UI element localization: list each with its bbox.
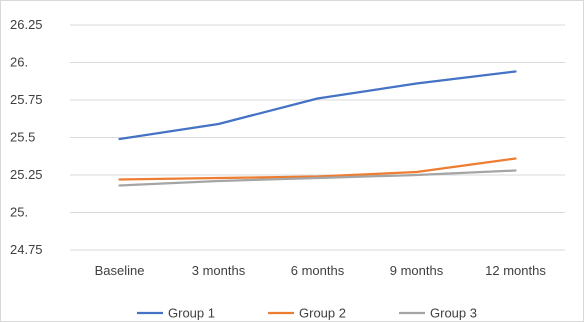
legend-label: Group 2 [299,306,346,321]
series-line-3 [118,169,517,187]
x-tick-label: 12 months [485,263,546,278]
legend-item-2: Group 2 [268,306,346,321]
y-axis-ticks: 26.25 26. 25.75 25.5 25.25 25. 24.75 [10,17,43,257]
legend-label: Group 1 [168,306,215,321]
x-axis-ticks: Baseline 3 months 6 months 9 months 12 month… [95,263,547,278]
series-line-2 [118,157,517,181]
x-tick-label: 6 months [291,263,345,278]
x-tick-label: Baseline [95,263,145,278]
x-tick-label: 3 months [192,263,246,278]
legend: Group 1 Group 2 Group 3 [137,306,477,321]
y-tick-label: 25. [10,205,28,220]
legend-label: Group 3 [430,306,477,321]
y-tick-label: 25.5 [10,130,35,145]
y-tick-label: 25.75 [10,92,43,107]
y-tick-label: 26.25 [10,17,43,32]
y-tick-label: 26. [10,55,28,70]
legend-item-3: Group 3 [399,306,477,321]
x-tick-label: 9 months [390,263,444,278]
y-tick-label: 25.25 [10,167,43,182]
gridlines [70,24,565,251]
y-tick-label: 24.75 [10,242,43,257]
legend-item-1: Group 1 [137,306,215,321]
series-line-1 [118,70,517,141]
series-lines [118,70,517,187]
